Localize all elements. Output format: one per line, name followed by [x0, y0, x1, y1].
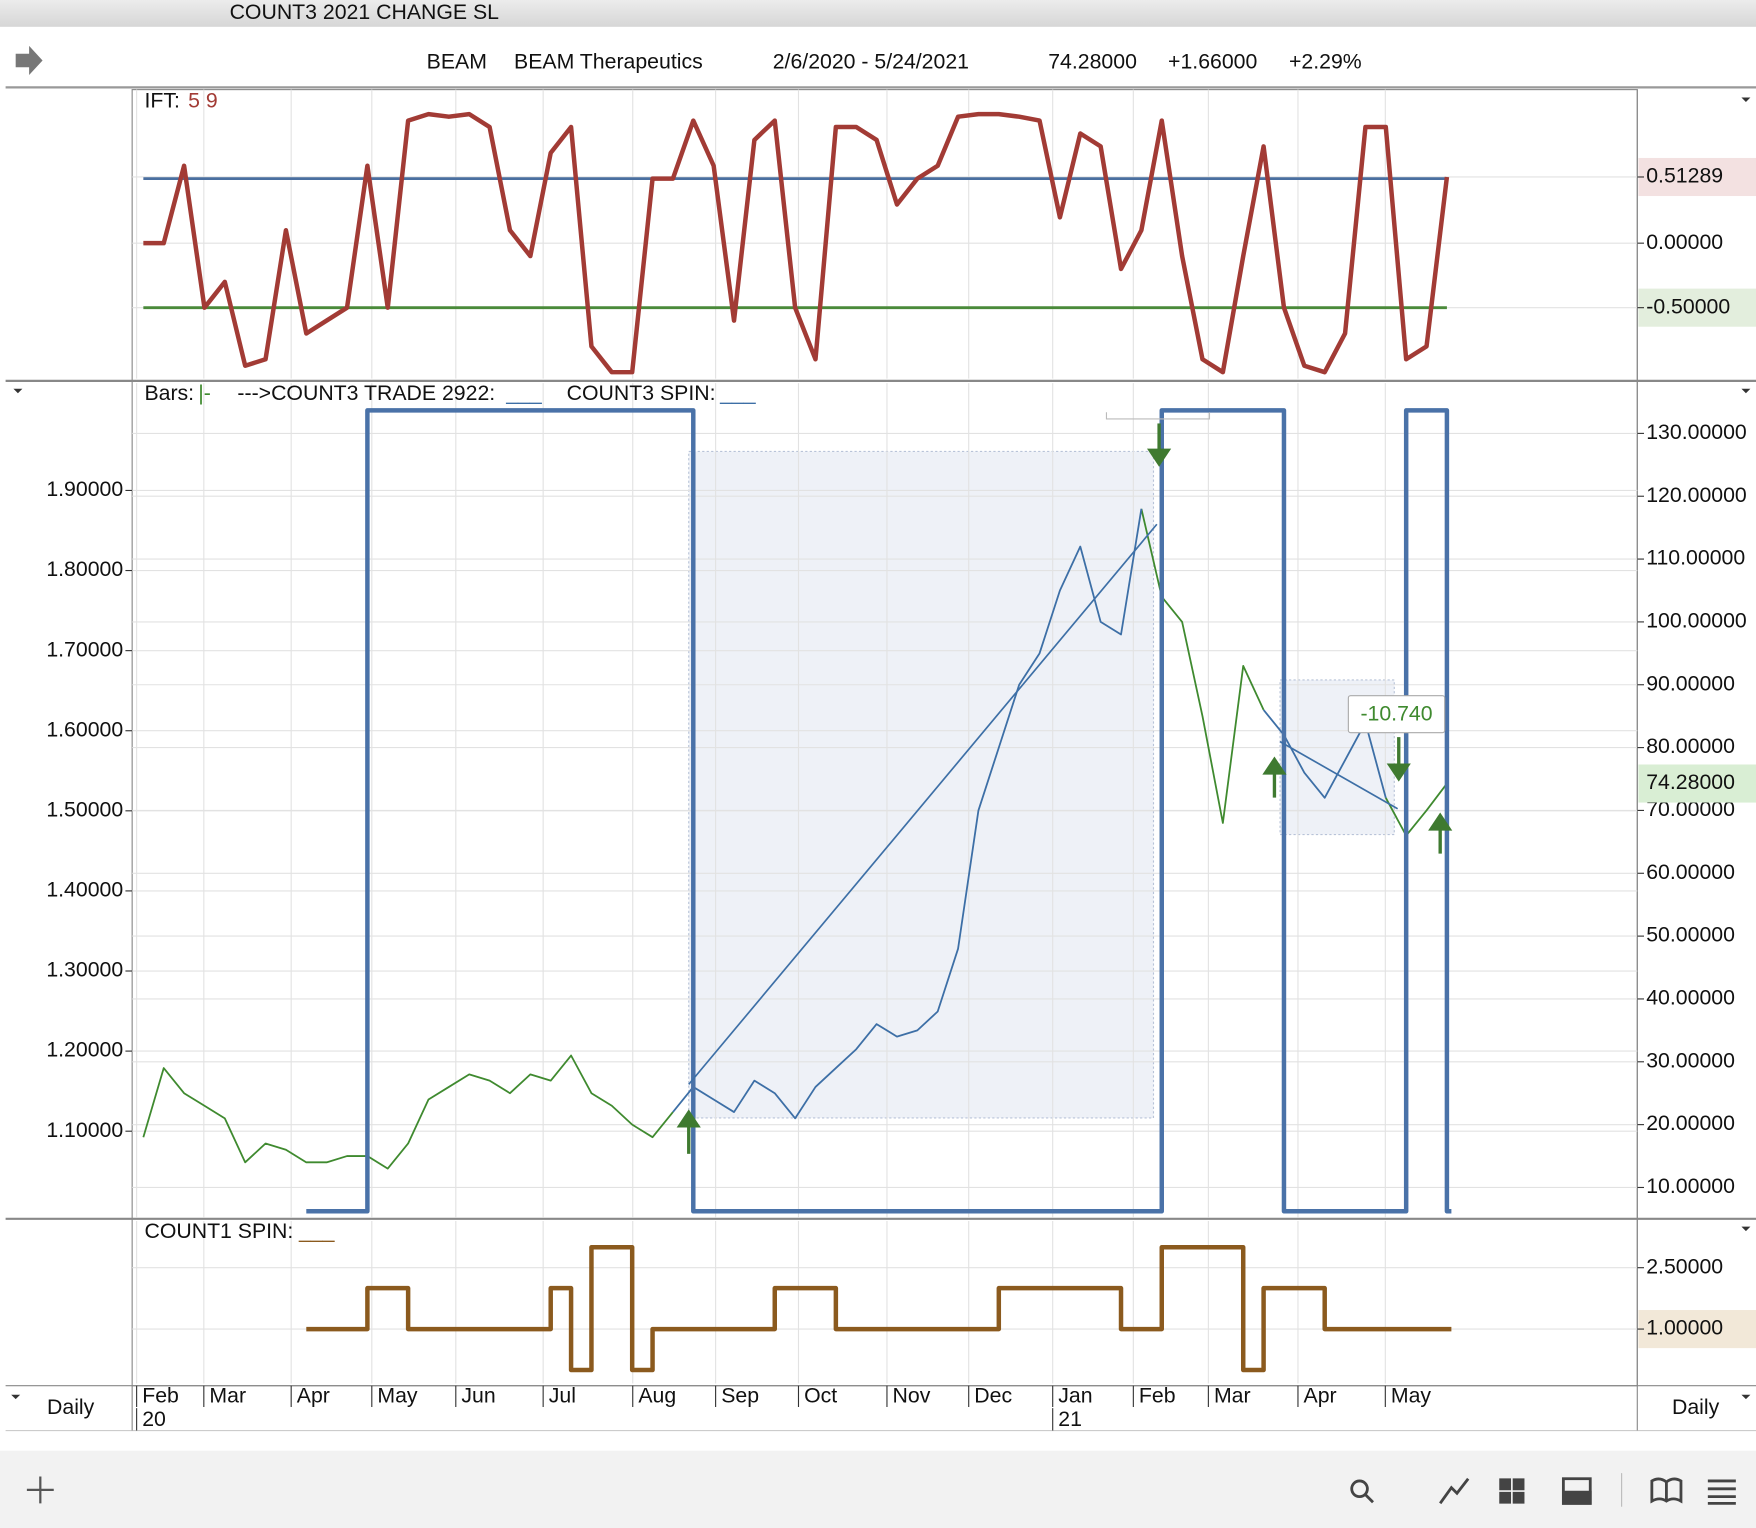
y-tick-label: 50.00000 [1646, 923, 1735, 947]
legend-text: ___ [719, 381, 757, 405]
y-tick-label: 2.50000 [1646, 1254, 1723, 1278]
x-tick-label: May [377, 1384, 418, 1408]
year-label: 20 [142, 1407, 166, 1431]
year-label: 21 [1058, 1407, 1082, 1431]
x-tick-label: Nov [893, 1384, 931, 1408]
y-tick-label: 1.20000 [46, 1038, 123, 1062]
last-value-label: 74.28000 [1646, 770, 1735, 794]
period-label[interactable]: Daily [47, 1395, 95, 1419]
x-tick-label: Feb [1139, 1384, 1176, 1408]
x-tick-label: Apr [1304, 1384, 1337, 1408]
y-tick-label: 1.90000 [46, 477, 123, 501]
trend-line [1279, 740, 1399, 810]
y-tick-label: 100.00000 [1646, 609, 1747, 633]
add-button[interactable] [26, 1476, 54, 1504]
grid-icon[interactable] [1499, 1478, 1525, 1504]
book-icon[interactable] [1650, 1477, 1683, 1504]
trend-line [688, 523, 1158, 1085]
x-tick-label: Sep [721, 1384, 759, 1408]
x-tick-label: Jan [1058, 1384, 1092, 1408]
annotation-box [1347, 695, 1446, 734]
indicator-params: 5 9 [188, 89, 218, 113]
y-tick-label: 130.00000 [1646, 420, 1747, 444]
y-tick-label: -0.50000 [1646, 294, 1730, 318]
y-tick-label: 60.00000 [1646, 860, 1735, 884]
percent-change: +2.29% [1289, 49, 1362, 73]
x-tick-label: Dec [974, 1384, 1012, 1408]
x-tick-label: Apr [297, 1384, 330, 1408]
label-stub [1105, 412, 1211, 420]
value-box [1638, 764, 1756, 803]
company-name: BEAM Therapeutics [514, 49, 703, 73]
y-tick-label: 1.00000 [1646, 1316, 1723, 1340]
toolbar [0, 1450, 1756, 1528]
symbol: BEAM [427, 49, 487, 73]
value-box [1638, 1310, 1756, 1349]
range-box [688, 450, 1155, 1119]
y-tick-label: 1.70000 [46, 637, 123, 661]
change: +1.66000 [1168, 49, 1257, 73]
legend-text: ___ [505, 381, 543, 405]
last-price: 74.28000 [1048, 49, 1137, 73]
series-line [143, 111, 1450, 375]
y-tick-label: 110.00000 [1646, 546, 1745, 570]
legend-text: COUNT3 SPIN: [567, 381, 716, 405]
signal-arrows [676, 423, 1453, 1154]
y-tick-label: 90.00000 [1646, 671, 1735, 695]
search-icon[interactable] [1350, 1479, 1369, 1499]
y-tick-label: 1.30000 [46, 958, 123, 982]
value-box [1638, 288, 1756, 327]
x-tick-label: Jul [549, 1384, 576, 1408]
x-tick-label: May [1391, 1384, 1432, 1408]
x-tick-label: Mar [1214, 1384, 1251, 1408]
y-tick-label: 30.00000 [1646, 1048, 1735, 1072]
y-tick-label: 1.10000 [46, 1118, 123, 1142]
y-tick-label: 20.00000 [1646, 1111, 1735, 1135]
y-tick-label: 0.00000 [1646, 230, 1723, 254]
y-tick-label: 0.51289 [1646, 164, 1723, 188]
indicator-label: IFT: [144, 89, 179, 113]
toolbar-icons [1350, 1477, 1736, 1505]
search-icon[interactable] [1364, 1493, 1374, 1504]
y-tick-label: 120.00000 [1646, 483, 1747, 507]
legend-text: --->COUNT3 TRADE 2922: [237, 381, 495, 405]
value-box [1638, 157, 1756, 197]
indicator-blank: ___ [298, 1219, 336, 1243]
y-tick-label: 40.00000 [1646, 986, 1735, 1010]
date-range: 2/6/2020 - 5/24/2021 [773, 49, 969, 73]
chart-icon[interactable] [1439, 1477, 1470, 1505]
legend-text: |- [198, 381, 211, 405]
y-tick-label: 10.00000 [1646, 1174, 1735, 1198]
window-title: COUNT3 2021 CHANGE SL [230, 0, 500, 24]
y-tick-label: 80.00000 [1646, 734, 1735, 758]
list-icon[interactable] [1707, 1479, 1736, 1505]
header-bar [0, 26, 1756, 90]
annotation: -10.740 [1360, 701, 1432, 725]
y-tick-label: 1.60000 [46, 717, 123, 741]
y-tick-label: 1.40000 [46, 878, 123, 902]
x-tick-label: Oct [804, 1384, 837, 1408]
panel-icon[interactable] [1561, 1490, 1592, 1505]
y-tick-label: 1.50000 [46, 797, 123, 821]
legend-text: Bars: [144, 381, 194, 405]
period-label[interactable]: Daily [1672, 1395, 1720, 1419]
x-tick-label: Aug [638, 1384, 676, 1408]
arrow-icon[interactable] [15, 45, 43, 76]
indicator-label: COUNT1 SPIN: [144, 1219, 293, 1243]
series-line [306, 1245, 1452, 1373]
x-tick-label: Jun [461, 1384, 495, 1408]
x-tick-label: Mar [209, 1384, 246, 1408]
title-bar [0, 0, 1756, 27]
y-tick-label: 1.80000 [46, 557, 123, 581]
series-line [306, 408, 1452, 1214]
x-tick-label: Feb [142, 1384, 179, 1408]
